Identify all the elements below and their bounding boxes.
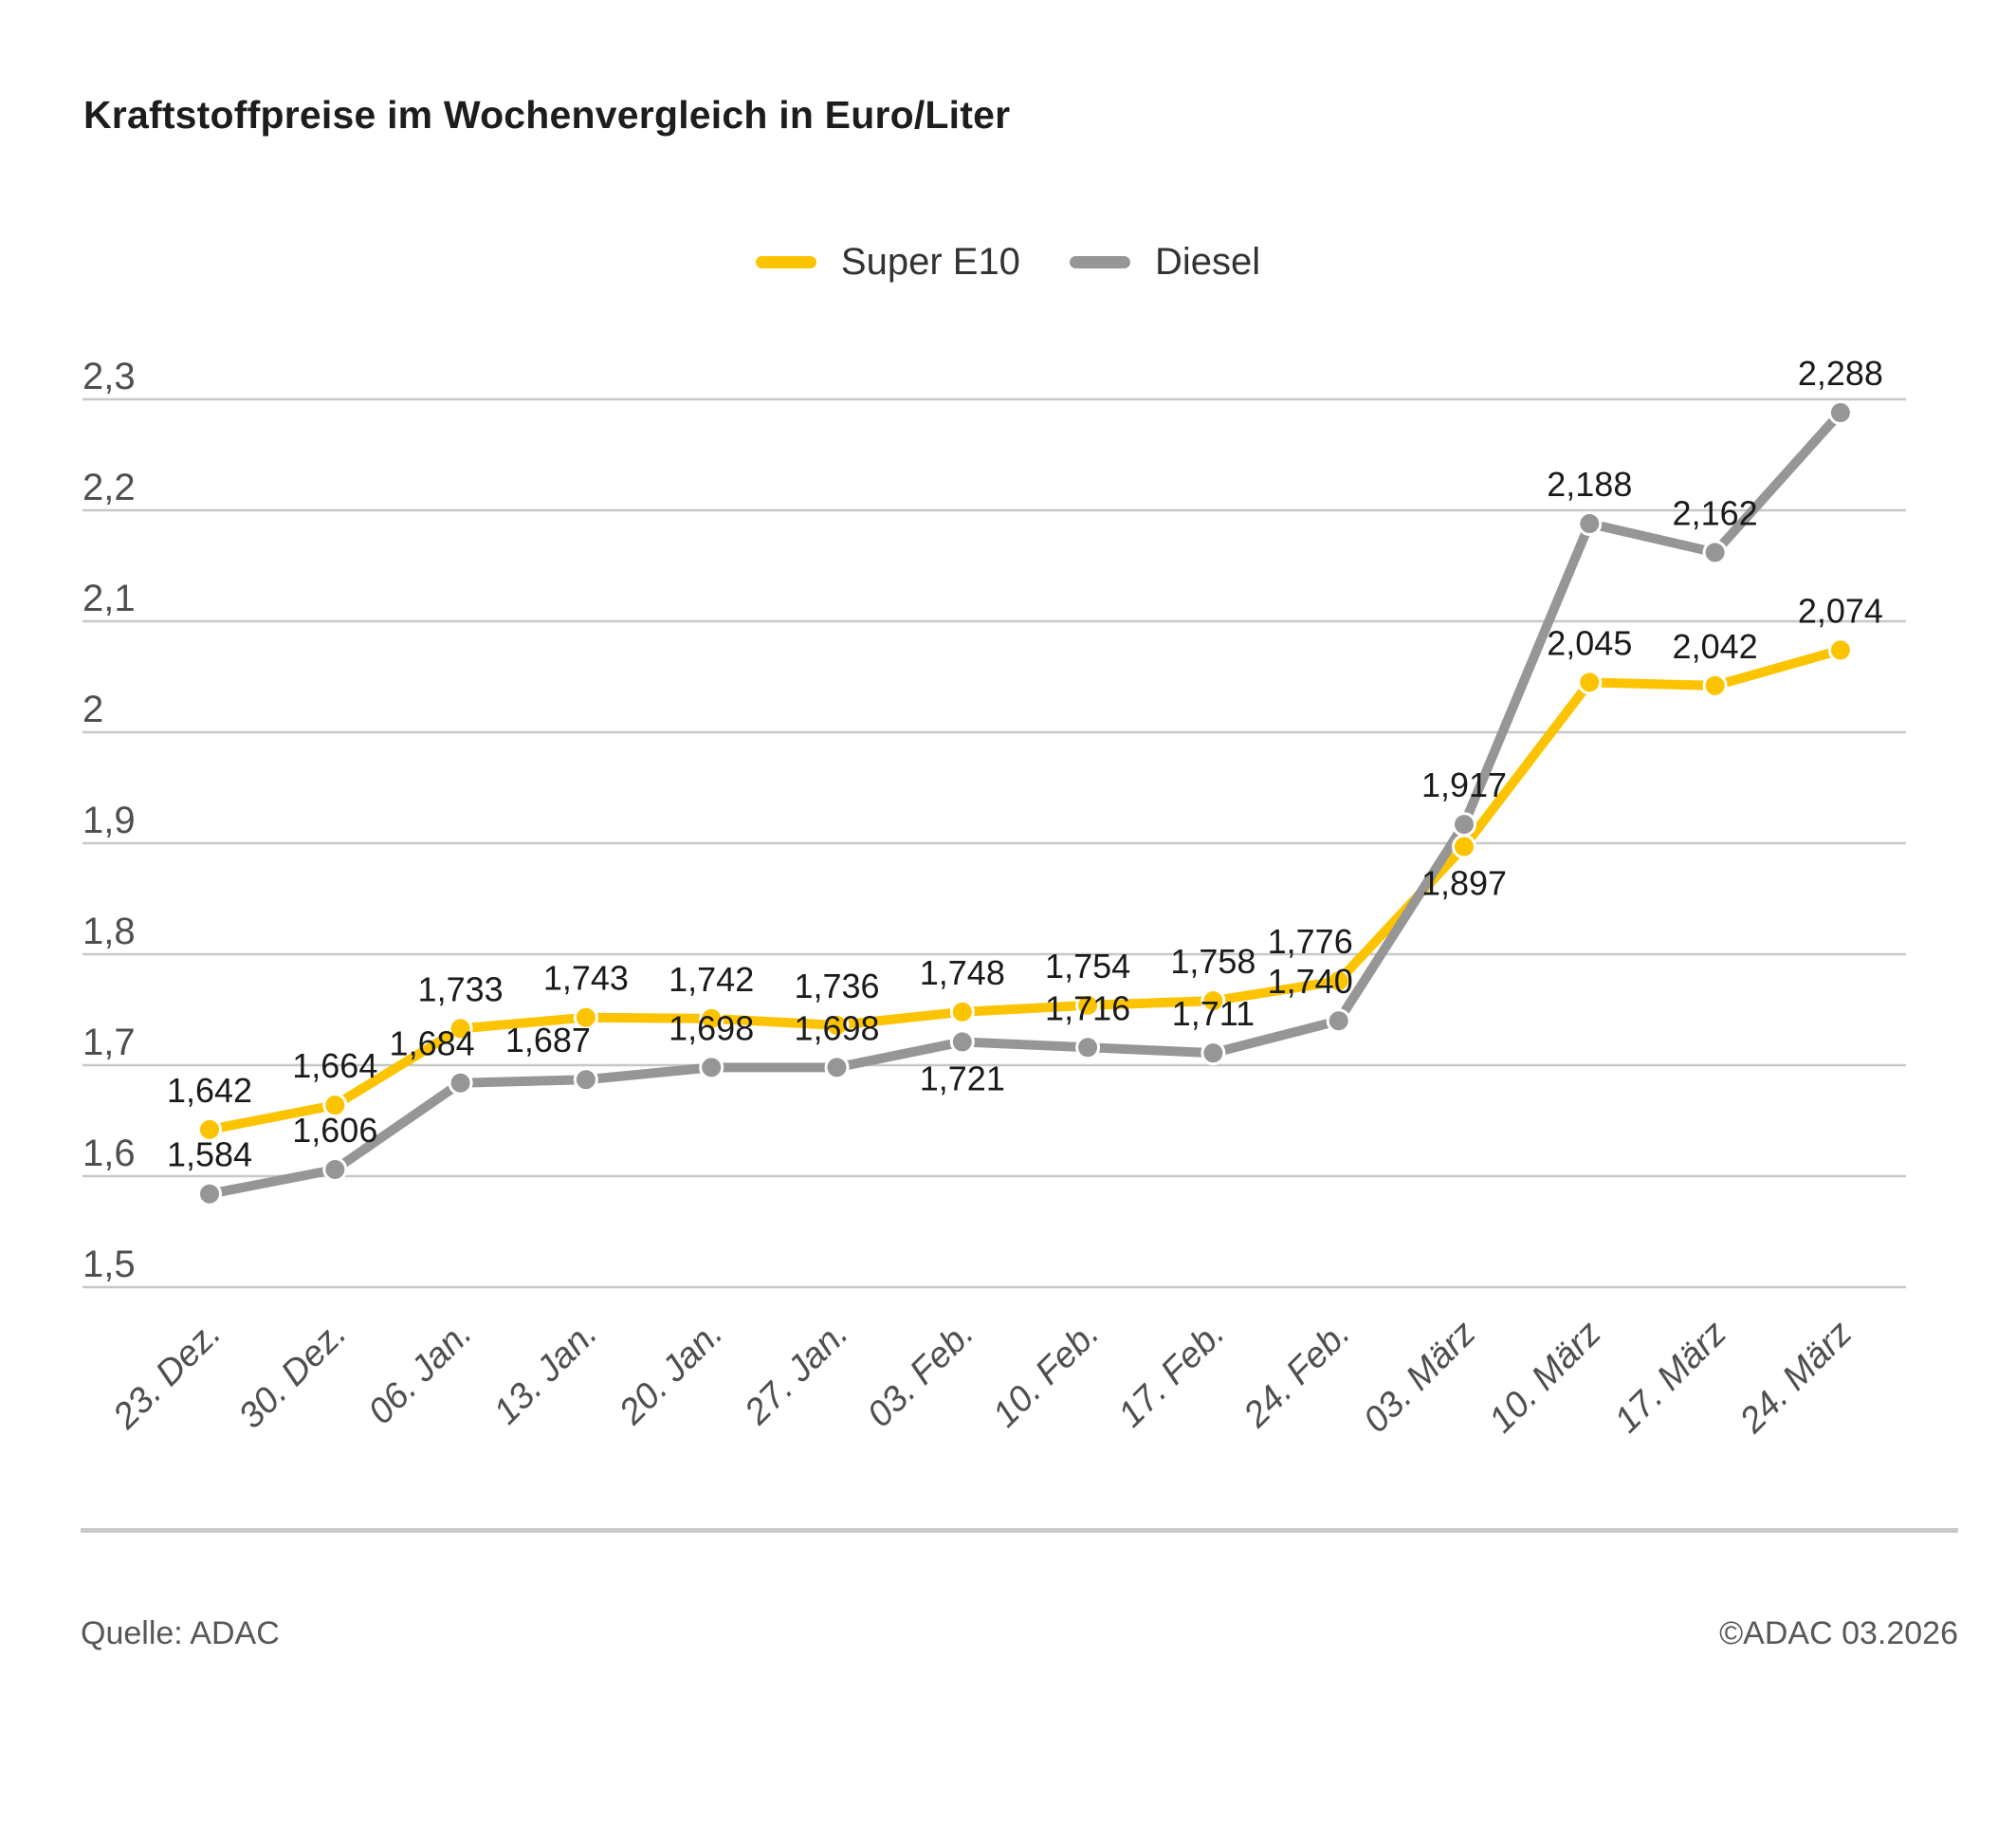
data-point-super-e10	[197, 1116, 222, 1142]
data-point-diesel	[1702, 540, 1728, 565]
data-point-label: 1,917	[1421, 765, 1507, 804]
data-point-diesel	[573, 1067, 598, 1093]
y-tick-label: 1,5	[82, 1244, 136, 1285]
data-point-label: 1,748	[920, 953, 1005, 992]
data-point-label: 1,733	[418, 969, 504, 1008]
x-tick-label: 06. Jan.	[361, 1314, 480, 1432]
series-line-diesel	[205, 408, 1845, 1199]
legend-label-super-e10: Super E10	[840, 241, 1020, 283]
data-point-label: 1,716	[1045, 988, 1130, 1027]
data-point-super-e10	[1452, 834, 1476, 859]
data-point-label: 1,698	[794, 1008, 879, 1047]
data-point-label: 2,188	[1547, 465, 1632, 504]
data-point-label: 1,684	[390, 1024, 475, 1063]
chart-title: Kraftstoffpreise im Wochenvergleich in E…	[83, 93, 1011, 137]
legend: Super E10 Diesel	[0, 241, 2016, 284]
data-point-diesel	[322, 1156, 348, 1182]
data-point-diesel	[949, 1029, 975, 1055]
legend-label-diesel: Diesel	[1154, 241, 1261, 283]
data-point-label: 1,698	[669, 1008, 754, 1047]
x-tick-label: 03. März	[1356, 1314, 1483, 1441]
x-tick-label: 20. Jan.	[612, 1314, 731, 1433]
data-point-label: 1,687	[505, 1021, 591, 1059]
data-point-label: 1,711	[1172, 994, 1255, 1033]
data-point-super-e10	[699, 1005, 724, 1031]
data-point-diesel	[1577, 511, 1603, 537]
x-tick-label: 03. Feb.	[860, 1314, 981, 1435]
source-text: Quelle: ADAC	[81, 1615, 280, 1651]
data-point-diesel	[1326, 1008, 1351, 1034]
data-point-label: 1,664	[292, 1046, 377, 1085]
data-point-label: 1,743	[543, 959, 629, 998]
data-point-label: 1,897	[1421, 864, 1507, 903]
data-point-label: 1,776	[1268, 922, 1353, 961]
x-tick-label: 24. Feb.	[1236, 1314, 1358, 1436]
data-point-super-e10	[1577, 670, 1603, 695]
x-tick-label: 30. Dez.	[231, 1314, 355, 1437]
data-point-label: 2,288	[1798, 354, 1883, 393]
data-point-label: 1,742	[669, 960, 754, 999]
series-line-super-e10	[205, 645, 1845, 1134]
data-point-diesel	[824, 1055, 850, 1080]
data-point-super-e10	[1827, 637, 1853, 663]
data-point-label: 2,074	[1798, 591, 1883, 630]
x-tick-label: 17. Feb.	[1110, 1314, 1232, 1435]
y-tick-label: 2,1	[82, 578, 136, 619]
data-point-label: 1,606	[292, 1111, 377, 1150]
data-point-label: 2,045	[1547, 623, 1632, 662]
data-point-label: 1,754	[1045, 947, 1130, 986]
data-point-diesel	[1452, 812, 1476, 838]
y-tick-label: 1,6	[82, 1133, 136, 1174]
data-point-diesel	[699, 1055, 724, 1080]
x-tick-label: 10. Feb.	[985, 1314, 1107, 1435]
x-tick-label: 24. März	[1732, 1314, 1860, 1442]
data-point-super-e10	[824, 1012, 850, 1038]
x-tick-label: 23. Dez.	[105, 1314, 229, 1437]
y-tick-label: 1,8	[82, 911, 136, 952]
x-tick-label: 10. März	[1481, 1314, 1608, 1441]
data-point-diesel	[197, 1181, 222, 1207]
legend-item-diesel: Diesel	[1069, 241, 1261, 284]
data-point-diesel	[448, 1070, 473, 1096]
data-point-label: 1,721	[920, 1059, 1005, 1097]
data-point-super-e10	[1702, 672, 1728, 698]
x-tick-label: 17. März	[1607, 1314, 1734, 1441]
legend-swatch-diesel-icon	[1069, 256, 1130, 268]
data-point-diesel	[1075, 1035, 1101, 1060]
data-point-super-e10	[1200, 988, 1226, 1014]
x-tick-label: 13. Jan.	[486, 1314, 605, 1432]
y-tick-label: 2,3	[82, 356, 136, 397]
data-point-super-e10	[448, 1016, 473, 1041]
data-point-label: 2,042	[1673, 627, 1758, 666]
data-point-super-e10	[1075, 992, 1101, 1018]
y-tick-label: 2,2	[82, 467, 136, 508]
y-tick-label: 1,7	[82, 1022, 136, 1063]
legend-swatch-super-e10-icon	[755, 256, 816, 268]
data-point-label: 1,758	[1170, 942, 1255, 981]
copyright-text: ©ADAC 03.2026	[1719, 1615, 1958, 1651]
x-tick-label: 27. Jan.	[737, 1314, 856, 1433]
y-tick-label: 1,9	[82, 800, 136, 841]
data-point-label: 1,740	[1268, 962, 1353, 1001]
data-point-label: 1,642	[167, 1071, 252, 1110]
y-tick-label: 2	[82, 689, 103, 730]
data-point-label: 1,584	[167, 1135, 252, 1174]
data-point-diesel	[1200, 1041, 1226, 1066]
data-point-label: 1,736	[794, 967, 879, 1005]
data-point-super-e10	[573, 1004, 598, 1030]
data-point-super-e10	[949, 999, 975, 1024]
chart-svg: 2,3 2,2 2,1 2 1,9 1,8 1,7 1,6 1,5 23. Dez. 30. Dez…	[82, 354, 1906, 1442]
data-point-super-e10	[322, 1093, 348, 1118]
data-point-super-e10	[1326, 968, 1351, 994]
legend-item-super-e10: Super E10	[755, 241, 1020, 284]
footer-divider	[81, 1528, 1958, 1533]
data-point-label: 2,162	[1673, 493, 1758, 532]
data-point-diesel	[1827, 400, 1853, 426]
